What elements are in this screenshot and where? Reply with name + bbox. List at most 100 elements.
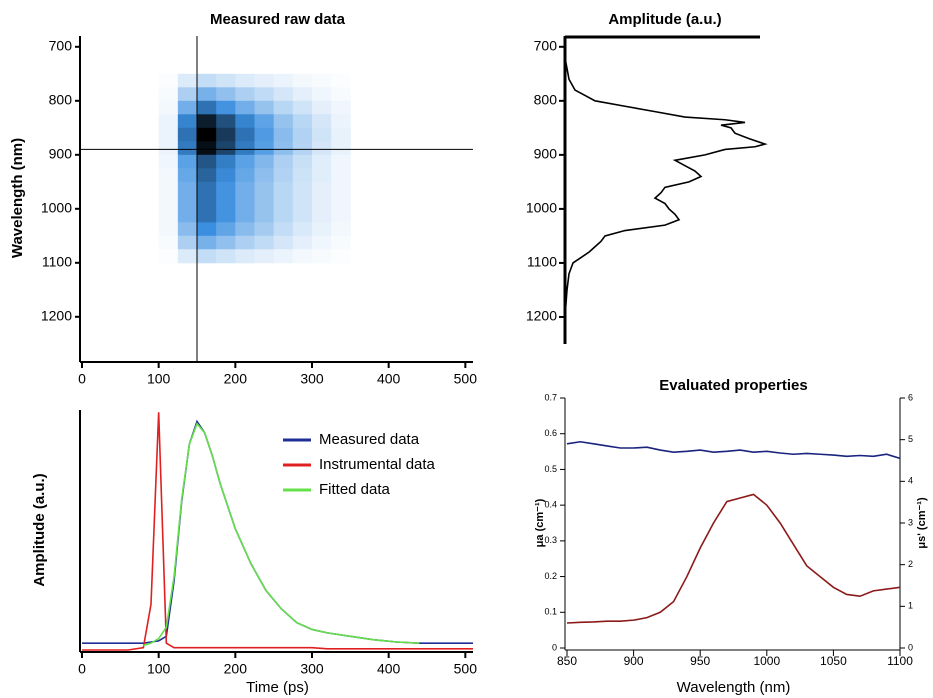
y-axis-label: Amplitude (a.u.) [31,473,48,586]
x-tick-label: 100 [147,661,171,677]
heatmap-cell [216,114,236,129]
y-tick-label: 800 [534,92,558,108]
x-tick-label: 950 [690,654,710,668]
y-tick-label: 0 [552,642,557,652]
y-axis-label: μa (cm⁻¹) [534,498,546,547]
heatmap-cell [273,235,294,250]
x-tick-label: 200 [224,661,248,677]
heatmap-cell [292,249,313,264]
heatmap-cell [158,114,179,129]
legend-label: Fitted data [319,481,391,498]
heatmap-cell [235,114,255,129]
heatmap-cell [273,181,294,196]
y-tick-label: 1100 [527,254,557,270]
heatmap-cell [331,181,351,196]
y-axis-label: Wavelength (nm) [9,138,26,258]
heatmap-cell [254,249,275,264]
heatmap-cell [235,127,255,142]
heatmap-cell [197,249,217,264]
heatmap-cell [158,127,179,142]
heatmap-cell [197,195,217,210]
heatmap-cell [197,235,217,250]
heatmap-cell [292,73,313,88]
heatmap-cell [158,154,179,169]
y-tick-label: 900 [534,146,558,162]
heatmap-cell [254,114,275,129]
heatmap-cell [235,73,255,88]
y-tick-label: 1000 [526,200,557,216]
y-tick-label: 800 [49,92,73,108]
heatmap-cell [331,168,351,183]
heatmap-cell [331,100,351,115]
heatmap-cell [312,168,332,183]
heatmap-cell [331,127,351,142]
y-tick-label: 0.6 [544,428,557,438]
heatmap-cell [216,195,236,210]
heatmap-cell [158,73,179,88]
x-tick-label: 1100 [887,654,913,668]
y-tick-label: 1200 [526,308,557,324]
heatmap-cell [177,181,198,196]
heatmap-cell [216,222,236,237]
y-tick-label: 1200 [41,308,72,324]
heatmap-cell [273,195,294,210]
chart-title: Evaluated properties [659,377,807,394]
heatmap-cell [216,154,236,169]
heatmap-cell [177,235,198,250]
heatmap-cell [177,168,198,183]
x-tick-label: 1050 [820,654,847,668]
heatmap-cell [197,87,217,102]
heatmap-cell [292,127,313,142]
heatmap-cell [312,154,332,169]
heatmap-cell [197,100,217,115]
x-tick-label: 200 [224,371,248,387]
y-tick-label: 0.3 [544,535,557,545]
heatmap-cell [254,222,275,237]
heatmap-cell [177,249,198,264]
heatmap-cell [292,181,313,196]
heatmap-cell [273,127,294,142]
heatmap-cell [216,181,236,196]
heatmap-cell [216,73,236,88]
heatmap-cell [312,87,332,102]
y2-tick-label: 1 [908,601,913,611]
x-tick-label: 500 [454,371,478,387]
y-tick-label: 1100 [42,254,72,270]
heatmap-cell [331,195,351,210]
heatmap-cell [177,154,198,169]
heatmap-cell [216,208,236,223]
series-line [566,440,901,460]
heatmap-cell [197,127,217,142]
y-tick-label: 0.1 [544,607,557,617]
series-line [566,493,901,624]
heatmap-cell [235,249,255,264]
heatmap-cell [292,208,313,223]
heatmap-cell [177,87,198,102]
legend-label: Measured data [319,431,420,448]
heatmap-cell [235,222,255,237]
heatmap-cell [292,235,313,250]
heatmap-cell [292,141,313,156]
heatmap-cell [331,114,351,129]
heatmap-cell [312,208,332,223]
heatmap-cell [312,249,332,264]
heatmap-cell [292,222,313,237]
heatmap-cell [158,168,179,183]
x-tick-label: 900 [624,654,644,668]
heatmap-cell [216,127,236,142]
heatmap-cell [158,181,179,196]
heatmap-cell [331,208,351,223]
heatmap-cell [177,195,198,210]
x-tick-label: 400 [377,661,401,677]
x-tick-label: 500 [454,661,478,677]
heatmap-cell [197,114,217,129]
heatmap-cell [273,73,294,88]
heatmap-cell [273,208,294,223]
series-line [82,412,473,651]
heatmap-cell [216,235,236,250]
heatmap-cell [331,141,351,156]
x-tick-label: 1000 [753,654,780,668]
heatmap-cell [331,154,351,169]
heatmap-cell [331,222,351,237]
